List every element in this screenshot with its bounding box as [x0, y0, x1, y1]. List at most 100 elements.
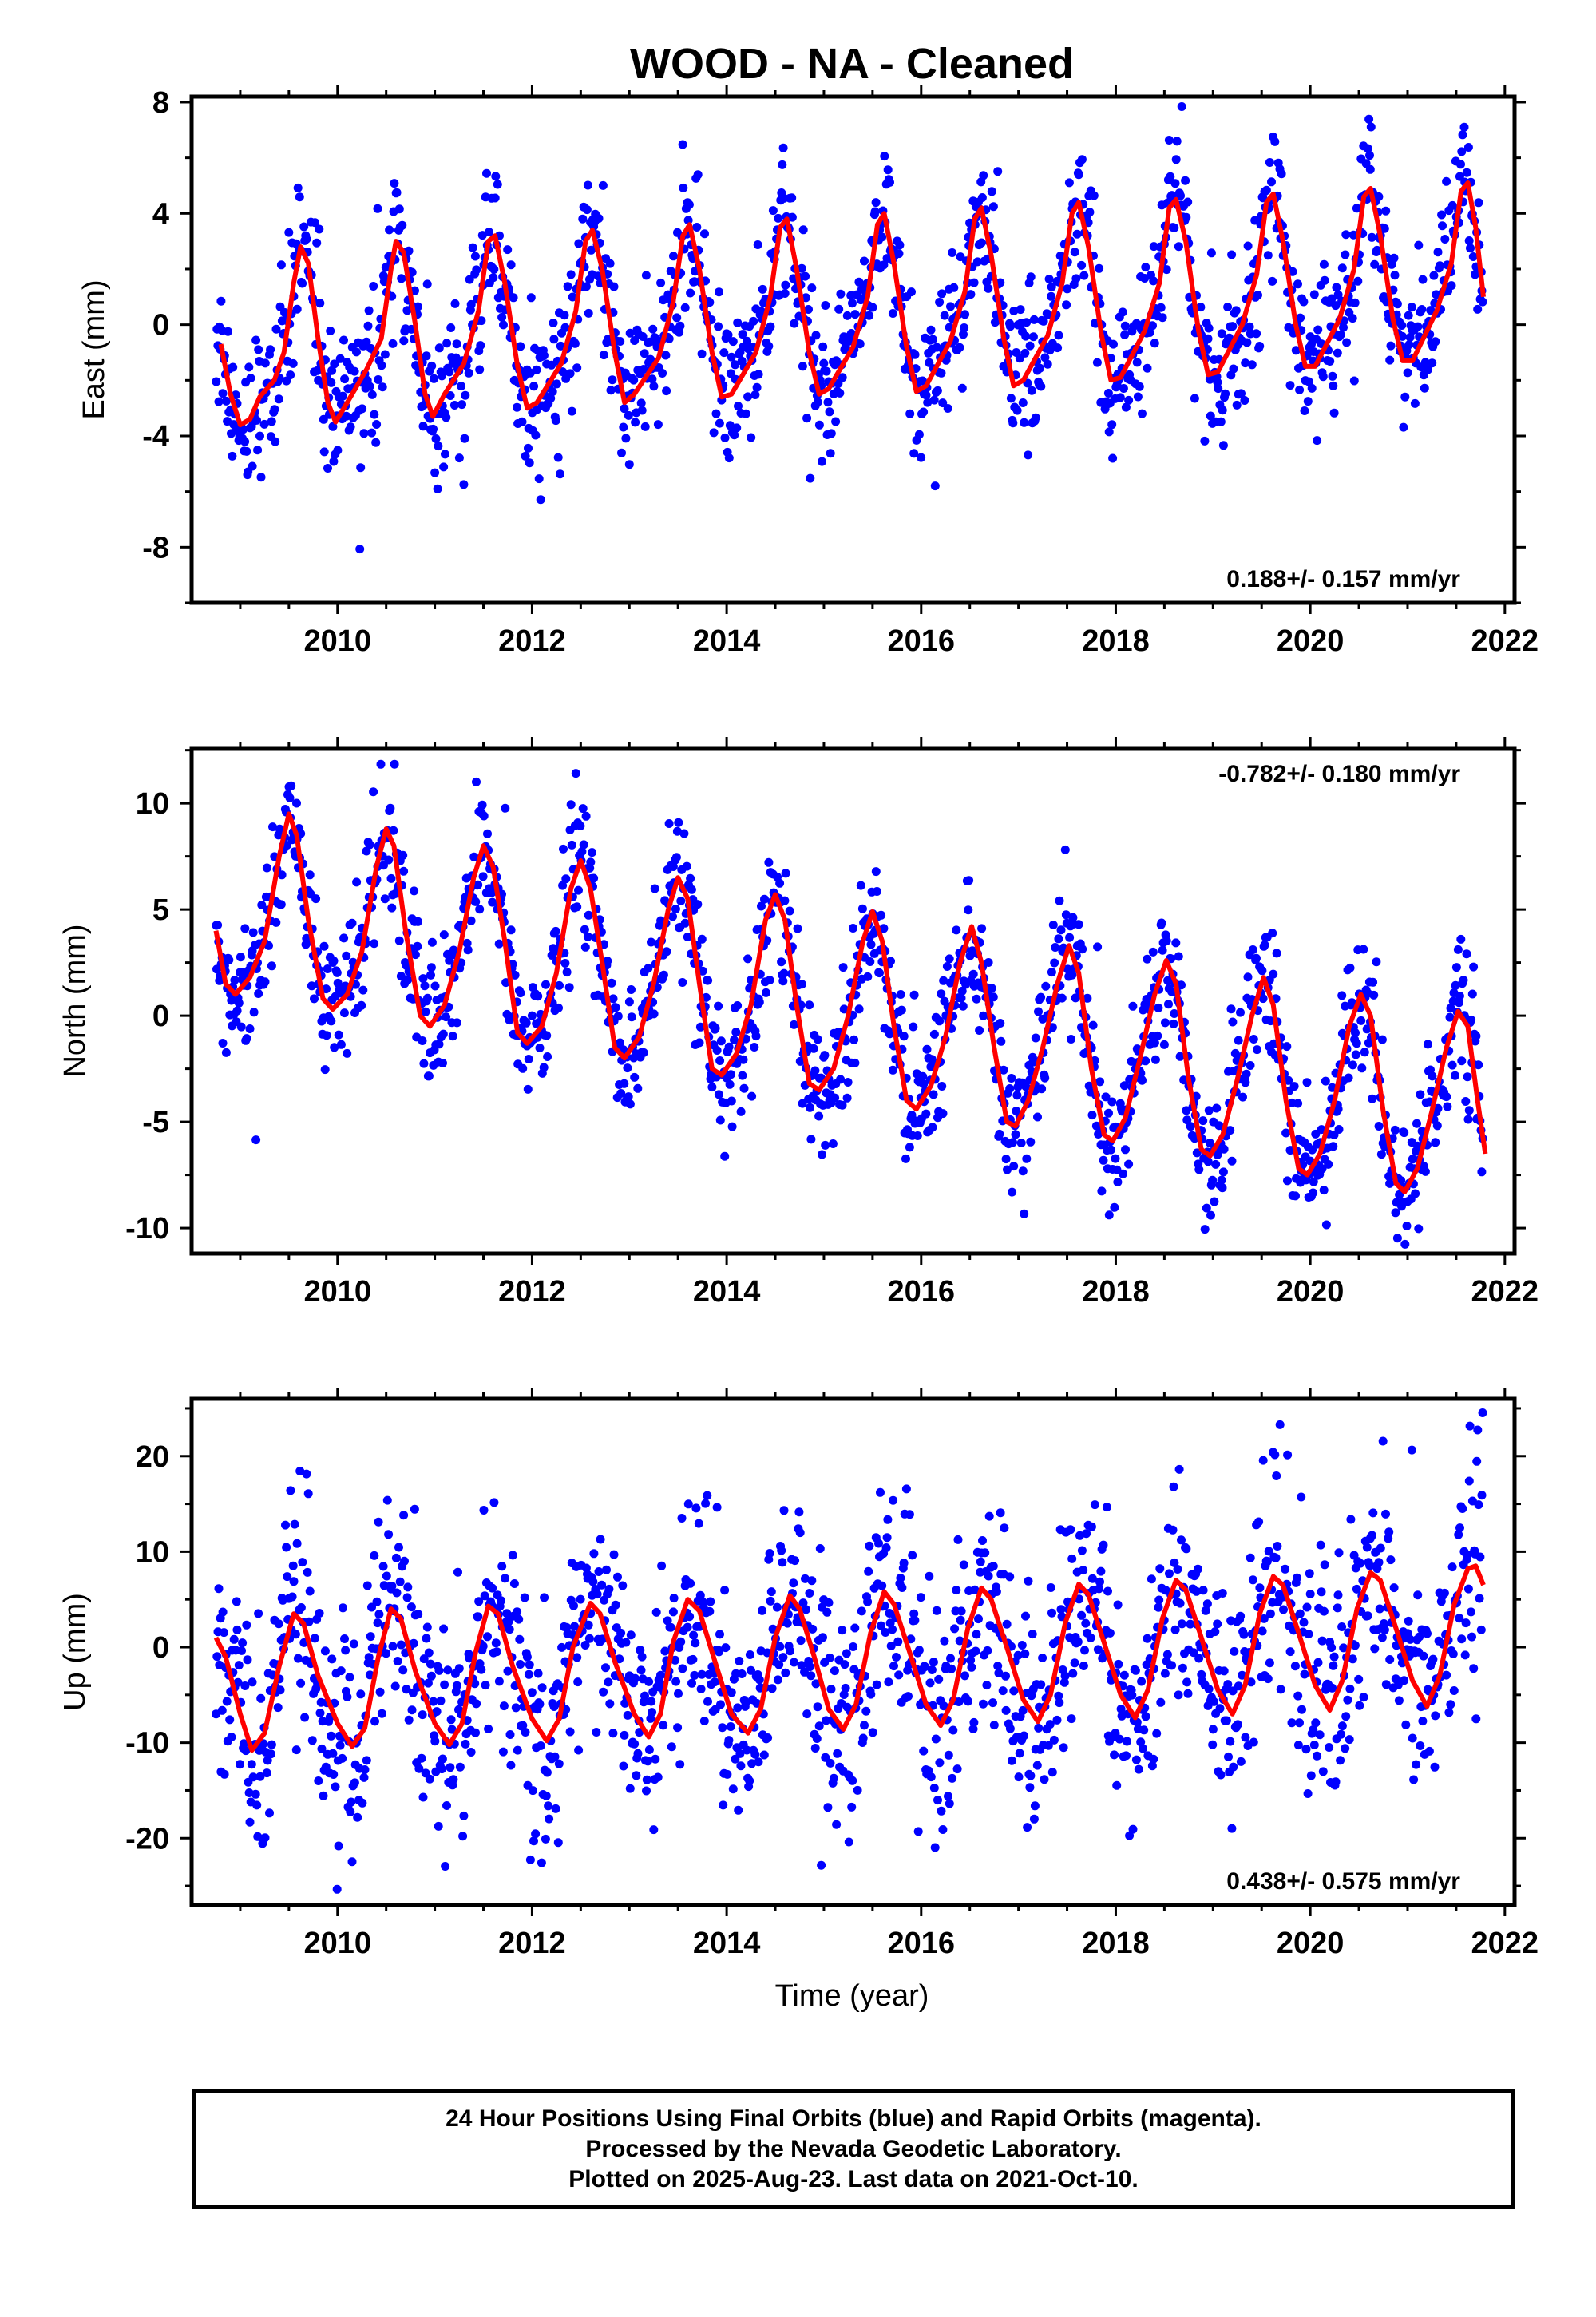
north-point — [1067, 1035, 1075, 1044]
up-point — [397, 1640, 406, 1650]
up-point — [488, 1583, 497, 1593]
up-point — [403, 1582, 413, 1592]
east-point — [747, 433, 756, 442]
north-point — [1412, 1119, 1421, 1128]
north-point — [712, 1046, 722, 1055]
up-point — [1407, 1445, 1416, 1455]
north-point — [942, 962, 952, 971]
north-point — [1097, 1186, 1107, 1196]
up-point — [926, 1772, 936, 1782]
up-point — [533, 1669, 543, 1678]
east-point — [584, 308, 593, 318]
up-point — [750, 1749, 760, 1759]
north-point — [988, 992, 998, 1002]
up-point — [636, 1665, 646, 1675]
east-point — [524, 443, 533, 453]
north-point — [1106, 1145, 1115, 1155]
up-point — [529, 1836, 538, 1846]
east-point — [680, 303, 690, 312]
up-point — [1336, 1756, 1345, 1765]
north-point — [571, 769, 580, 778]
up-point — [970, 1585, 980, 1594]
up-point — [1341, 1712, 1351, 1721]
up-point — [1467, 1607, 1475, 1617]
up-point — [909, 1609, 919, 1618]
up-point — [956, 1615, 965, 1625]
east-point — [640, 422, 650, 431]
north-point — [1432, 1121, 1442, 1131]
up-point — [1377, 1633, 1387, 1642]
up-point — [255, 1772, 265, 1781]
up-point — [1230, 1646, 1239, 1656]
up-point — [720, 1586, 730, 1595]
up-point — [1040, 1775, 1049, 1784]
north-point — [589, 873, 599, 883]
east-point — [1149, 276, 1158, 286]
north-x-tick-label: 2022 — [1471, 1275, 1539, 1309]
up-point — [1467, 1632, 1476, 1642]
north-point — [945, 954, 954, 964]
north-point — [996, 1019, 1005, 1028]
north-point — [838, 1100, 847, 1110]
up-point — [850, 1623, 860, 1633]
east-point — [1177, 102, 1186, 111]
up-point — [733, 1703, 743, 1713]
north-point — [1040, 1073, 1050, 1083]
up-point — [1059, 1743, 1068, 1753]
up-point — [247, 1760, 256, 1769]
up-point — [715, 1630, 724, 1639]
north-point — [1055, 896, 1064, 905]
up-point — [806, 1662, 814, 1672]
up-point — [334, 1841, 343, 1851]
up-point — [553, 1838, 563, 1848]
east-point — [693, 170, 703, 180]
east-point — [1170, 179, 1180, 188]
north-point — [1018, 1166, 1028, 1176]
east-point — [276, 260, 286, 270]
up-point — [632, 1771, 641, 1780]
north-point — [751, 1032, 761, 1041]
up-point — [742, 1745, 751, 1755]
east-point — [928, 335, 937, 344]
east-point — [1092, 358, 1102, 367]
east-point — [574, 239, 584, 248]
east-point — [1429, 271, 1439, 280]
north-point — [1356, 1016, 1366, 1025]
up-point — [908, 1551, 917, 1560]
east-point — [1428, 358, 1437, 368]
north-point — [1345, 963, 1355, 972]
north-point — [1157, 918, 1166, 928]
up-point — [968, 1725, 978, 1733]
up-point — [569, 1601, 578, 1610]
north-point — [423, 993, 432, 1003]
up-point — [1079, 1662, 1088, 1670]
up-point — [1285, 1647, 1295, 1657]
north-point — [1194, 1165, 1204, 1174]
east-point — [1183, 197, 1193, 207]
east-point — [1063, 284, 1072, 294]
east-point — [697, 349, 707, 358]
east-point — [868, 303, 877, 312]
up-point — [689, 1630, 699, 1640]
up-point — [657, 1561, 667, 1570]
east-point — [350, 366, 359, 376]
east-point — [1203, 334, 1213, 343]
north-point — [1051, 943, 1060, 952]
footer-line-3: Plotted on 2025-Aug-23. Last data on 202… — [568, 2166, 1139, 2192]
up-point — [504, 1618, 513, 1626]
east-point — [449, 401, 459, 410]
east-point — [1009, 307, 1019, 315]
north-point — [336, 1040, 346, 1049]
east-point — [1024, 450, 1033, 460]
north-point — [1377, 1035, 1387, 1044]
up-point — [350, 1778, 359, 1788]
east-point — [1025, 341, 1035, 351]
east-point — [437, 371, 446, 381]
east-point — [398, 220, 407, 230]
up-point — [1147, 1761, 1157, 1771]
up-point — [1095, 1584, 1103, 1594]
north-point — [714, 1090, 723, 1099]
up-point — [592, 1590, 602, 1599]
up-point — [336, 1666, 346, 1676]
east-point — [434, 343, 444, 353]
